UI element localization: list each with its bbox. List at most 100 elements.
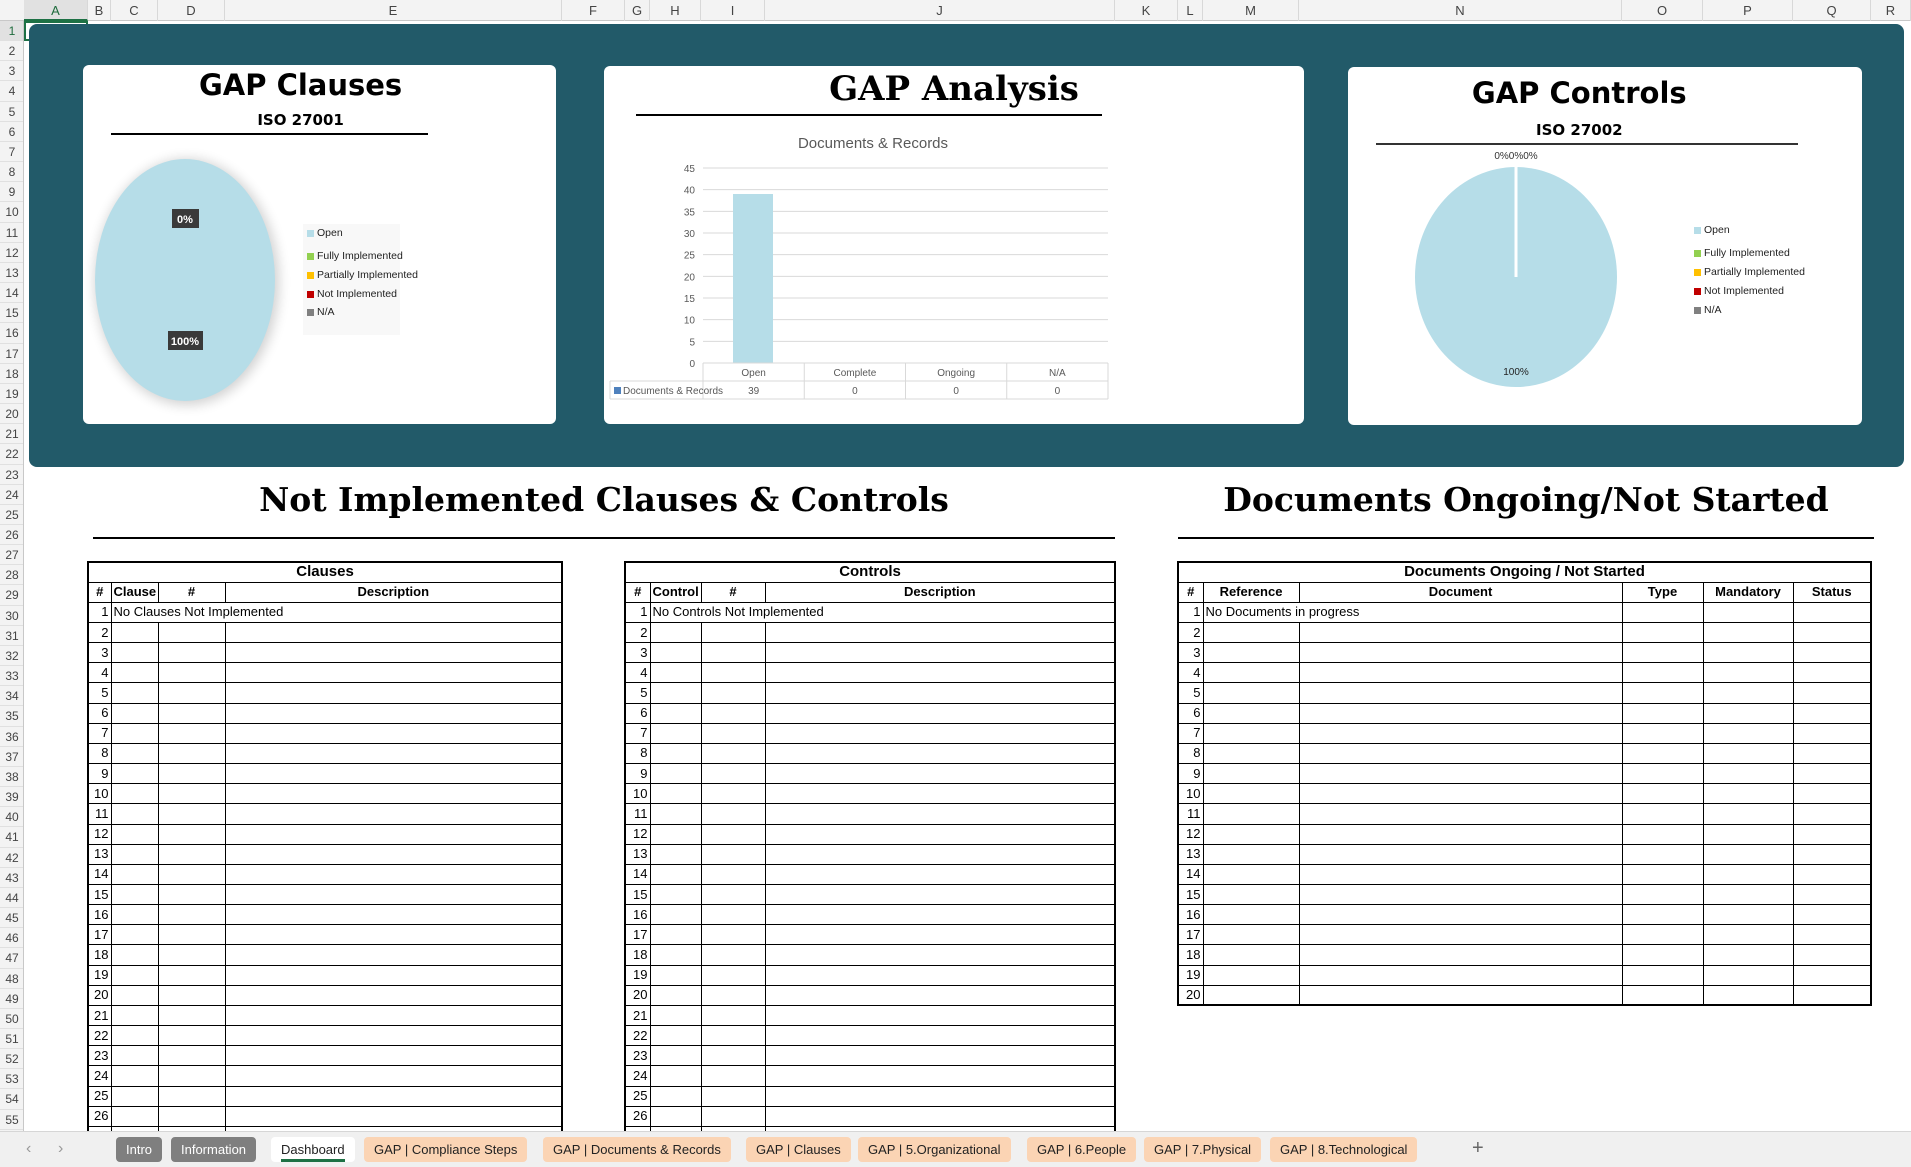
- table-cell[interactable]: [649, 662, 702, 684]
- row-header-25[interactable]: 25: [0, 505, 23, 525]
- table-cell[interactable]: [1792, 843, 1872, 865]
- table-cell[interactable]: [764, 763, 1116, 785]
- table-cell[interactable]: [1202, 964, 1300, 986]
- table-cell[interactable]: [157, 904, 226, 926]
- table-cell[interactable]: [764, 1045, 1116, 1067]
- table-cell[interactable]: [700, 863, 766, 886]
- table-cell[interactable]: [1792, 763, 1872, 785]
- table-cell[interactable]: [700, 823, 766, 845]
- table-cell[interactable]: [700, 964, 766, 986]
- table-cell[interactable]: [157, 642, 226, 664]
- row-header-47[interactable]: 47: [0, 948, 23, 969]
- table-cell[interactable]: [110, 1004, 159, 1027]
- table-cell[interactable]: [649, 682, 702, 704]
- table-cell[interactable]: [157, 944, 226, 966]
- table-cell[interactable]: [764, 1004, 1116, 1027]
- table-cell[interactable]: [1621, 863, 1704, 886]
- table-cell[interactable]: [649, 924, 702, 946]
- table-cell[interactable]: [224, 964, 563, 986]
- column-header-Q[interactable]: Q: [1793, 0, 1871, 21]
- table-cell[interactable]: [1202, 722, 1300, 744]
- table-cell[interactable]: [1792, 803, 1872, 825]
- table-cell[interactable]: [764, 964, 1116, 986]
- table-cell[interactable]: [700, 783, 766, 805]
- sheet-tab-intro[interactable]: Intro: [116, 1137, 163, 1162]
- table-cell[interactable]: [1298, 642, 1623, 664]
- table-cell[interactable]: [764, 803, 1116, 825]
- table-cell[interactable]: [700, 803, 766, 825]
- table-cell[interactable]: [649, 984, 702, 1006]
- table-cell[interactable]: [157, 742, 226, 765]
- table-cell[interactable]: [764, 904, 1116, 926]
- table-cell[interactable]: [1621, 823, 1704, 845]
- table-cell[interactable]: [700, 984, 766, 1006]
- table-cell[interactable]: [224, 783, 563, 805]
- table-cell[interactable]: [224, 1085, 563, 1107]
- table-cell[interactable]: [764, 662, 1116, 684]
- column-header-G[interactable]: G: [625, 0, 650, 21]
- table-cell[interactable]: [110, 642, 159, 664]
- table-cell[interactable]: [1792, 944, 1872, 966]
- table-cell[interactable]: [224, 1045, 563, 1067]
- table-cell[interactable]: [649, 964, 702, 986]
- table-cell[interactable]: [700, 1065, 766, 1087]
- row-header-3[interactable]: 3: [0, 61, 23, 82]
- row-header-2[interactable]: 2: [0, 41, 23, 62]
- row-header-9[interactable]: 9: [0, 182, 23, 203]
- column-header-N[interactable]: N: [1299, 0, 1622, 21]
- row-header-43[interactable]: 43: [0, 868, 23, 888]
- table-cell[interactable]: [649, 1065, 702, 1087]
- table-cell[interactable]: [1202, 803, 1300, 825]
- table-cell[interactable]: [157, 823, 226, 845]
- table-cell[interactable]: [157, 1045, 226, 1067]
- table-cell[interactable]: [649, 742, 702, 765]
- table-cell[interactable]: [110, 904, 159, 926]
- table-cell[interactable]: [649, 823, 702, 845]
- column-header-O[interactable]: O: [1622, 0, 1703, 21]
- table-cell[interactable]: [1792, 642, 1872, 664]
- table-cell[interactable]: [700, 702, 766, 724]
- table-cell[interactable]: [1621, 924, 1704, 946]
- row-header-15[interactable]: 15: [0, 303, 23, 324]
- table-cell[interactable]: [157, 702, 226, 724]
- column-header-A[interactable]: A: [24, 0, 88, 21]
- table-cell[interactable]: [157, 763, 226, 785]
- table-cell[interactable]: [700, 944, 766, 966]
- table-cell[interactable]: [700, 642, 766, 664]
- table-cell[interactable]: [1792, 883, 1872, 906]
- table-cell[interactable]: [1792, 964, 1872, 986]
- column-header-D[interactable]: D: [158, 0, 225, 21]
- table-cell[interactable]: [110, 722, 159, 744]
- table-cell[interactable]: [157, 621, 226, 644]
- table-cell[interactable]: [1792, 984, 1872, 1006]
- table-cell[interactable]: [157, 964, 226, 986]
- table-cell[interactable]: [1621, 722, 1704, 744]
- table-cell[interactable]: [157, 662, 226, 684]
- table-cell[interactable]: [1621, 783, 1704, 805]
- table-cell[interactable]: [764, 843, 1116, 865]
- table-cell[interactable]: [764, 783, 1116, 805]
- column-header-R[interactable]: R: [1871, 0, 1911, 21]
- table-cell[interactable]: [1202, 642, 1300, 664]
- table-cell[interactable]: [700, 1105, 766, 1127]
- row-header-21[interactable]: 21: [0, 424, 23, 445]
- table-cell[interactable]: [1792, 662, 1872, 684]
- table-cell[interactable]: [1621, 763, 1704, 785]
- table-cell[interactable]: [157, 722, 226, 744]
- table-cell[interactable]: [224, 1004, 563, 1027]
- table-cell[interactable]: [1792, 742, 1872, 765]
- table-cell[interactable]: [110, 984, 159, 1006]
- table-cell[interactable]: [1621, 904, 1704, 926]
- row-header-6[interactable]: 6: [0, 122, 23, 142]
- table-cell[interactable]: [649, 904, 702, 926]
- row-header-23[interactable]: 23: [0, 465, 23, 485]
- table-cell[interactable]: [764, 742, 1116, 765]
- table-cell[interactable]: [157, 1065, 226, 1087]
- table-cell[interactable]: [1298, 803, 1623, 825]
- table-cell[interactable]: [110, 863, 159, 886]
- row-header-17[interactable]: 17: [0, 344, 23, 364]
- table-cell[interactable]: [1298, 924, 1623, 946]
- sheet-tab-gap-compliance-steps[interactable]: GAP | Compliance Steps: [364, 1137, 528, 1162]
- table-cell[interactable]: [764, 1105, 1116, 1127]
- row-header-45[interactable]: 45: [0, 908, 23, 929]
